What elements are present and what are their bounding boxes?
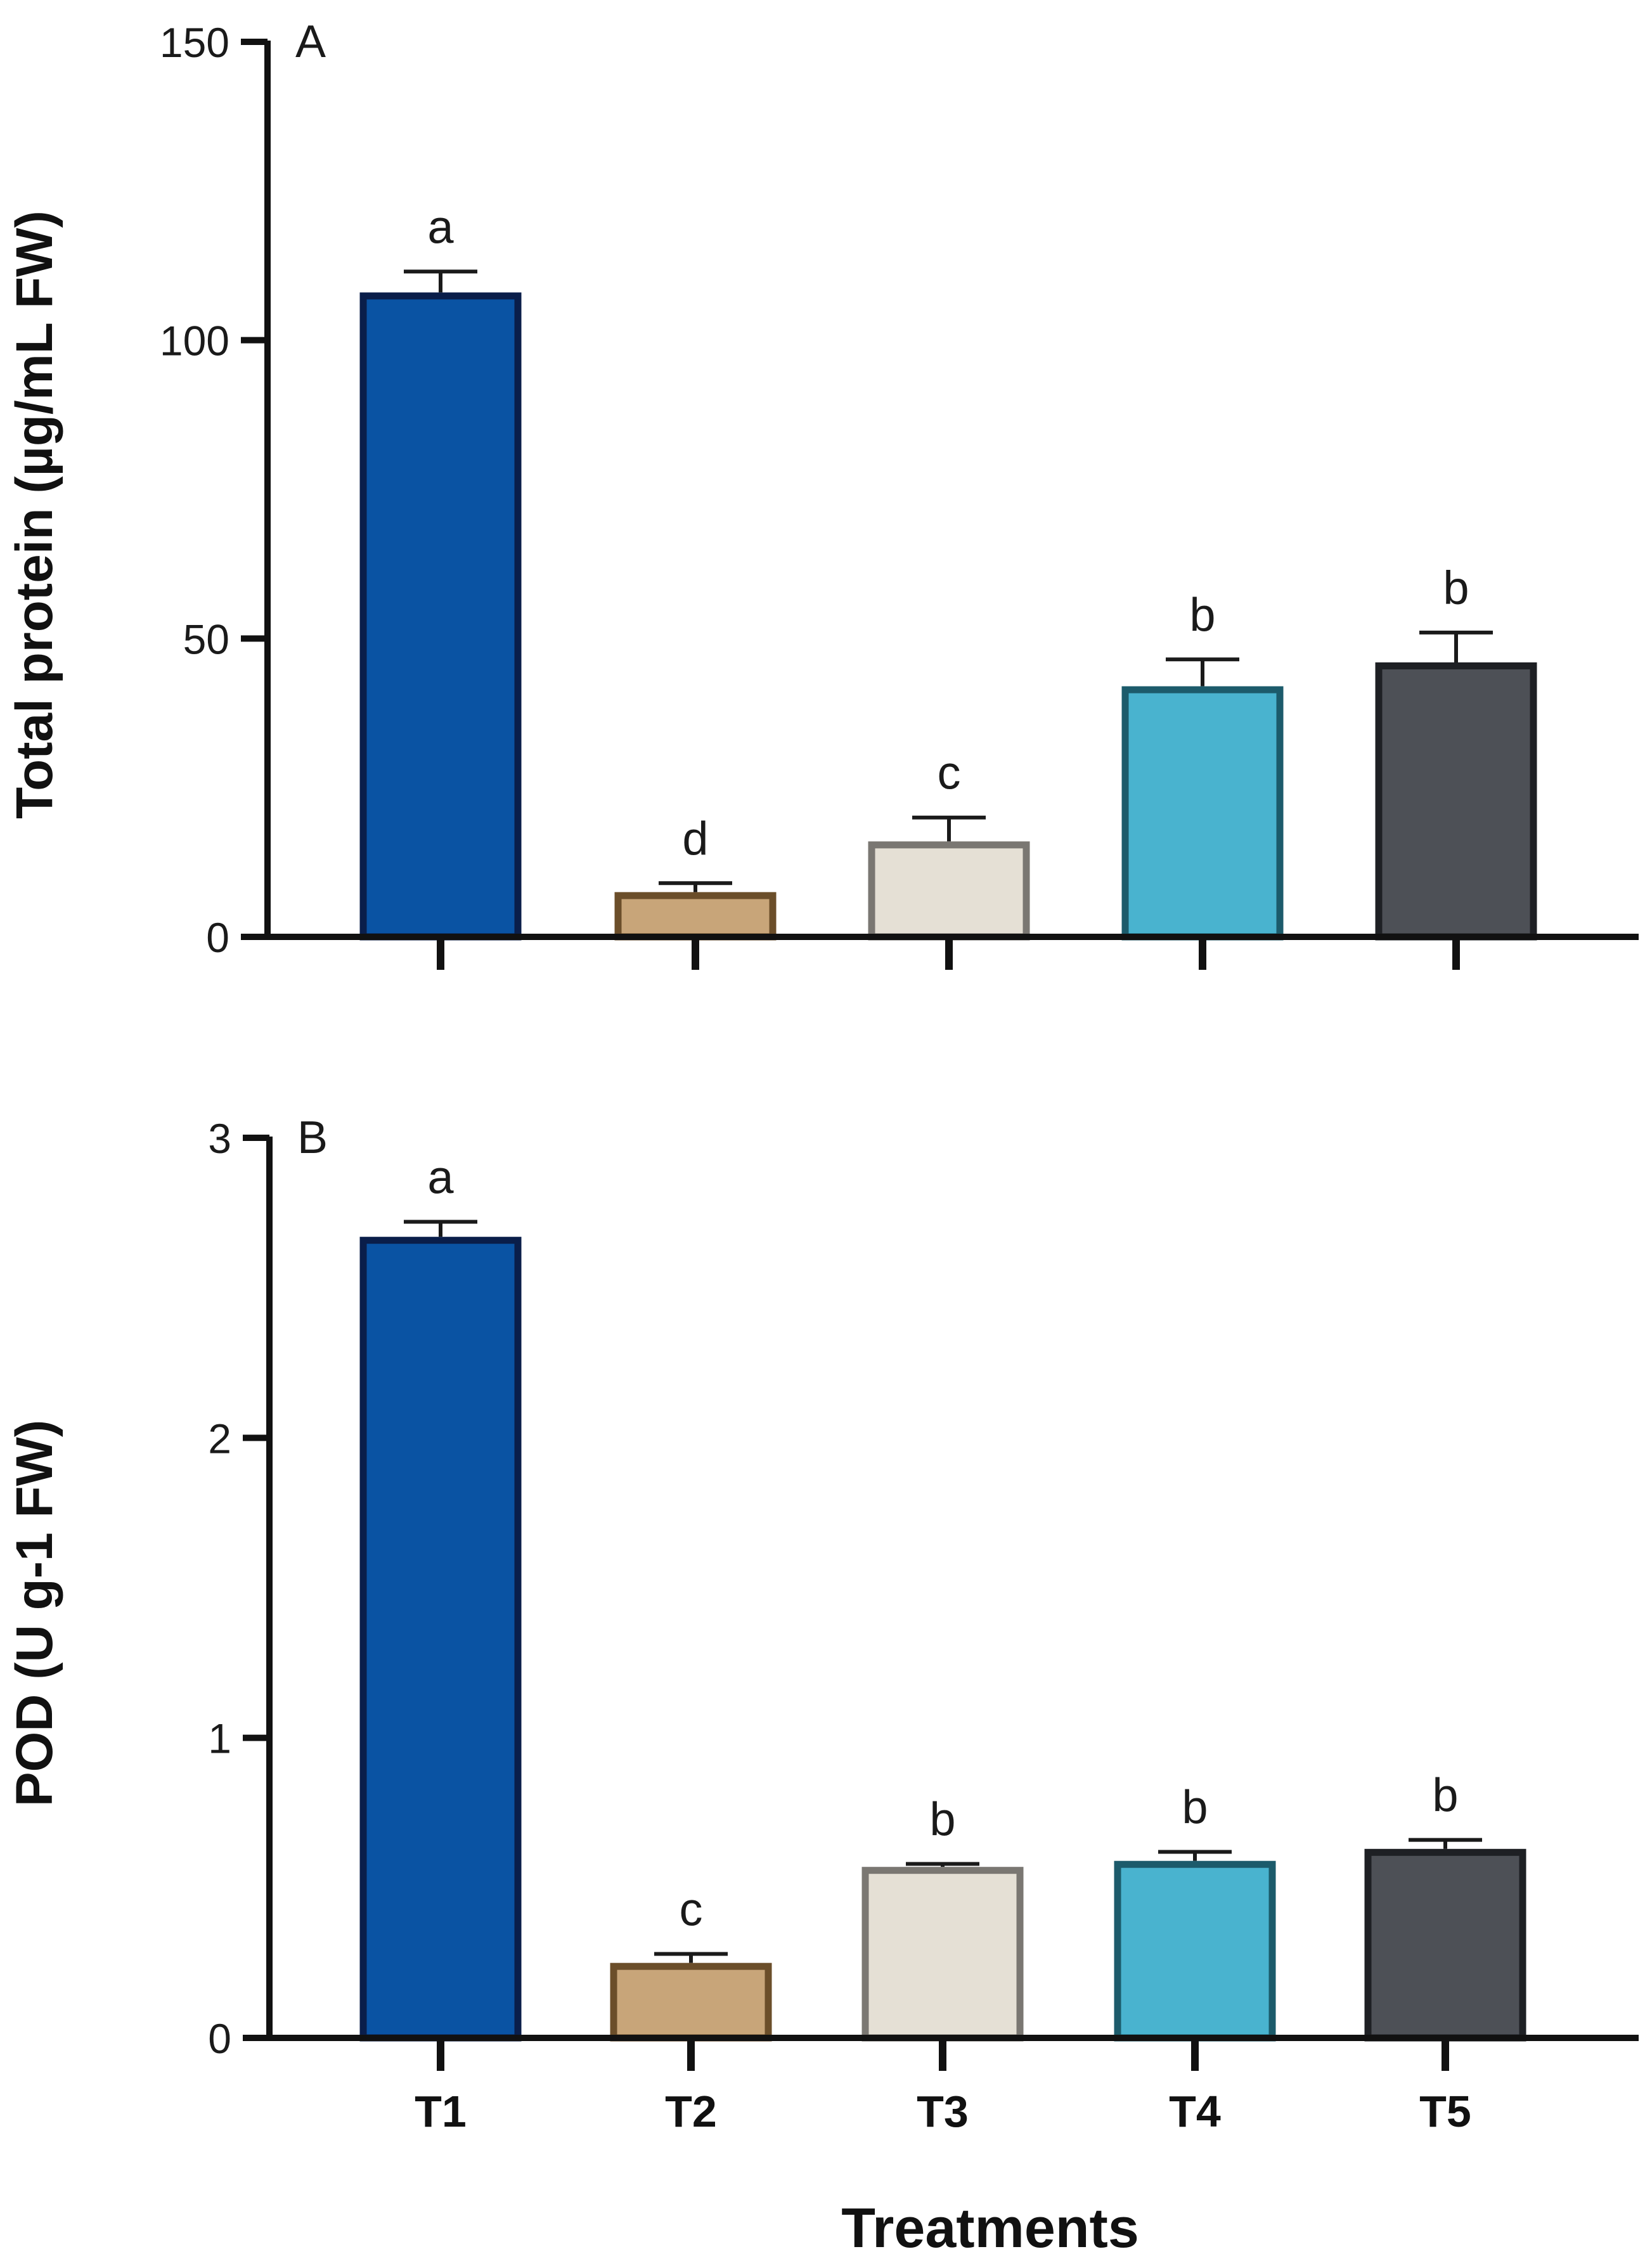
y-tick-label: 50 — [183, 615, 229, 662]
y-tick-label: 1 — [208, 1715, 231, 1762]
significance-label-t3: b — [929, 1793, 955, 1845]
bar-t2 — [614, 892, 777, 941]
bar-t3 — [868, 841, 1030, 941]
bar-t2 — [610, 1962, 772, 2042]
x-tick-label-t2: T2 — [665, 2087, 717, 2136]
y-tick-label: 2 — [208, 1415, 231, 1462]
y-tick-label: 0 — [206, 914, 229, 961]
y-tick-label: 3 — [208, 1115, 231, 1162]
significance-label-t1: a — [427, 1151, 454, 1204]
panel-a-total-protein-chart: a d c b b 0 50 100 150 A Total protein (µg/mL FW) — [6, 16, 1639, 970]
bar-t4 — [1114, 1860, 1276, 2042]
bar-t3 — [861, 1867, 1024, 2042]
significance-label-t5: b — [1432, 1769, 1458, 1822]
significance-label-t2: d — [682, 812, 708, 865]
significance-label-t4: b — [1182, 1781, 1208, 1834]
y-tick-label: 100 — [160, 318, 229, 364]
significance-label-t5: b — [1443, 562, 1469, 614]
panel-b-pod-chart: a c b b b 0 1 2 3 T1 T2 T3 T4 T5 B POD (U g-1 FW) Treatm… — [6, 1112, 1639, 2259]
x-tick-label-t4: T4 — [1169, 2087, 1221, 2136]
bar-t4 — [1121, 686, 1284, 941]
bar-t1 — [359, 292, 522, 941]
bar-t5 — [1364, 1848, 1526, 2042]
x-tick-label-t3: T3 — [917, 2087, 969, 2136]
bar-t1 — [359, 1237, 522, 2042]
x-axis-title: Treatments — [841, 2196, 1139, 2259]
y-tick-label: 0 — [208, 2015, 231, 2062]
x-tick-label-t5: T5 — [1419, 2087, 1471, 2136]
significance-label-t2: c — [680, 1883, 703, 1935]
panel-label: B — [297, 1112, 328, 1163]
x-tick-label-t1: T1 — [415, 2087, 467, 2136]
y-axis-title: POD (U g-1 FW) — [6, 1420, 63, 1807]
significance-label-t3: c — [938, 747, 961, 799]
significance-label-t4: b — [1189, 588, 1215, 641]
significance-label-t1: a — [427, 200, 454, 253]
panel-label: A — [295, 16, 326, 67]
y-axis-title: Total protein (µg/mL FW) — [6, 210, 63, 819]
y-tick-label: 150 — [160, 19, 229, 66]
bar-t5 — [1375, 662, 1537, 941]
